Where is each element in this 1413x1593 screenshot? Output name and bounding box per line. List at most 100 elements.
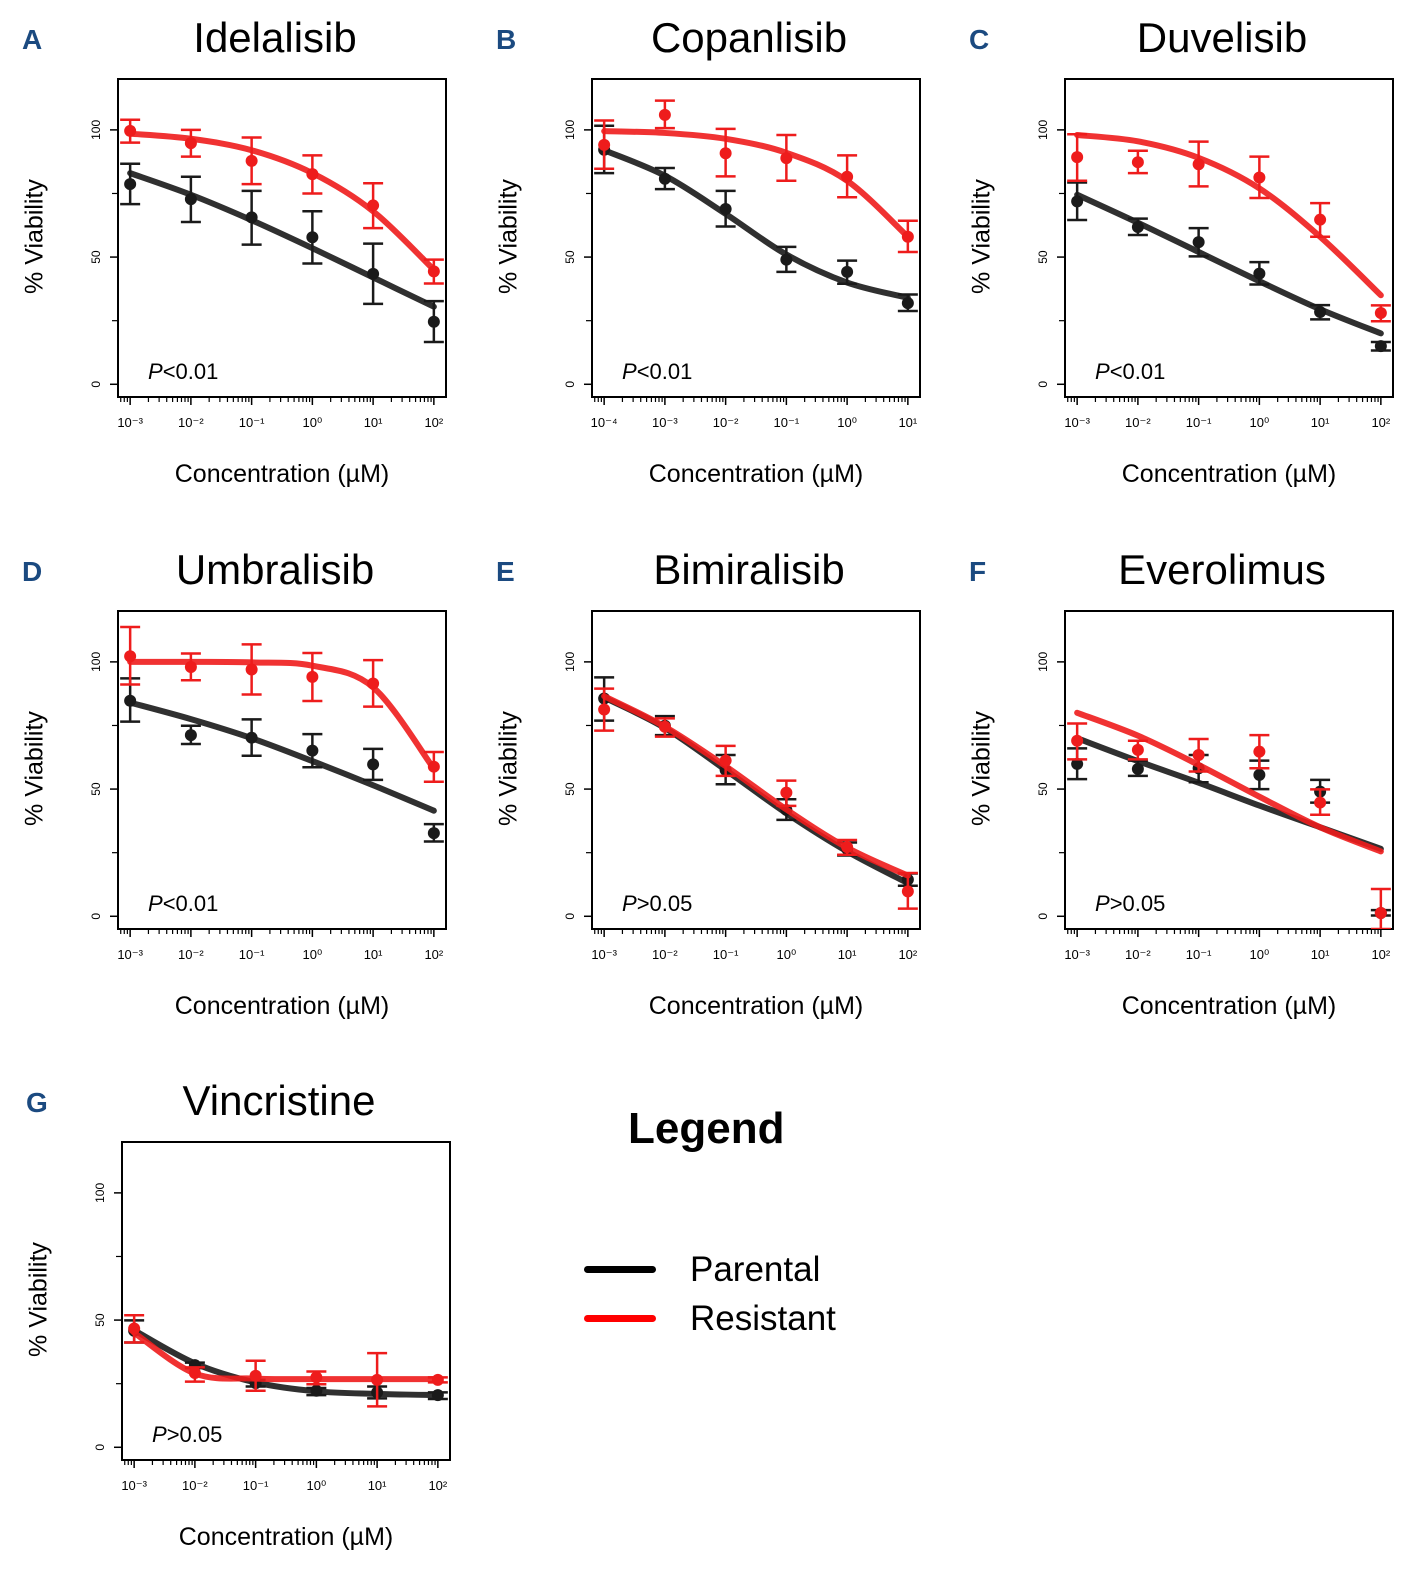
plot-frame (117, 610, 447, 930)
x-tick-label: 10¹ (364, 947, 383, 962)
series-parental (120, 162, 444, 344)
y-tick-label: 100 (563, 120, 577, 140)
series-parental (1067, 181, 1391, 353)
p-value-text: <0.01 (163, 891, 219, 916)
y-tick-label: 0 (1036, 913, 1050, 920)
panel-title: Duvelisib (1136, 14, 1308, 61)
panel-d: 0 50 100 10⁻³ 10⁻² 10⁻¹ 10⁰ 10¹ 10² P<0.01 D Umbr… (0, 532, 470, 1062)
data-point (184, 193, 197, 206)
y-axis-label: % Viability (24, 1242, 53, 1357)
data-point (1071, 151, 1084, 164)
data-point (367, 267, 380, 280)
data-point (124, 650, 137, 663)
x-axis-label: Concentration (µM) (1121, 992, 1337, 1020)
x-tick-label: 10¹ (368, 1478, 387, 1493)
data-point (245, 731, 258, 744)
data-point (658, 720, 671, 733)
data-point (1192, 748, 1205, 761)
plot-svg: 0 50 100 10⁻³ 10⁻² 10⁻¹ 10⁰ 10¹ 10² P>0.05 (1036, 610, 1394, 962)
y-axis: 0 50 100 (1036, 120, 1065, 388)
plot-svg: 0 50 100 10⁻⁴ 10⁻³ 10⁻² 10⁻¹ 10⁰ 10¹ P<0.01 (563, 78, 921, 430)
panel-letter: B (496, 24, 517, 55)
data-point (1131, 762, 1144, 775)
y-tick-label: 0 (89, 381, 103, 388)
p-value-symbol: P (622, 359, 637, 384)
panel-a: 0 50 100 10⁻³ 10⁻² 10⁻¹ 10⁰ 10¹ 10² P<0.01 A Idel… (0, 0, 470, 530)
p-value-text: <0.01 (637, 359, 693, 384)
y-tick-label: 50 (93, 1313, 107, 1327)
x-axis: 10⁻³ 10⁻² 10⁻¹ 10⁰ 10¹ 10² (1064, 929, 1391, 962)
data-point (306, 670, 319, 683)
panel-letter: A (22, 24, 43, 55)
plot-svg: 0 50 100 10⁻³ 10⁻² 10⁻¹ 10⁰ 10¹ 10² P>0.05 (93, 1141, 451, 1493)
y-axis-label: % Viability (967, 711, 996, 826)
data-point (1192, 158, 1205, 171)
plot-frame (121, 1141, 451, 1461)
data-point (371, 1373, 384, 1386)
panel-letter: E (496, 556, 515, 587)
x-axis: 10⁻³ 10⁻² 10⁻¹ 10⁰ 10¹ 10² (117, 929, 444, 962)
plot-svg: 0 50 100 10⁻³ 10⁻² 10⁻¹ 10⁰ 10¹ 10² P<0.01 (89, 610, 447, 962)
p-value-annotation: P<0.01 (1095, 359, 1165, 384)
panel-e: 0 50 100 10⁻³ 10⁻² 10⁻¹ 10⁰ 10¹ 10² P>0.05 E Bimi… (474, 532, 944, 1062)
data-point (367, 199, 380, 212)
data-point (1131, 156, 1144, 169)
x-axis-label: Concentration (µM) (178, 1523, 394, 1551)
data-point (1314, 213, 1327, 226)
x-tick-label: 10⁻³ (117, 415, 143, 430)
legend-swatch-parental (584, 1266, 656, 1273)
x-tick-label: 10⁰ (307, 1478, 327, 1493)
y-axis-label: % Viability (967, 179, 996, 294)
legend: Legend Parental Resistant (580, 1100, 900, 1360)
panel-c: 0 50 100 10⁻³ 10⁻² 10⁻¹ 10⁰ 10¹ 10² P<0.01 C Duve… (947, 0, 1413, 530)
data-point (719, 202, 732, 215)
x-axis: 10⁻⁴ 10⁻³ 10⁻² 10⁻¹ 10⁰ 10¹ (591, 397, 918, 430)
series-resistant (594, 99, 918, 254)
series-parental (594, 124, 918, 313)
x-axis-label: Concentration (µM) (648, 460, 864, 488)
data-point (124, 178, 137, 191)
fit-curve (1074, 191, 1384, 337)
x-tick-label: 10⁰ (303, 947, 323, 962)
data-point (184, 660, 197, 673)
panel-letter: C (969, 24, 990, 55)
p-value-annotation: P>0.05 (622, 891, 692, 916)
p-value-text: <0.01 (1110, 359, 1166, 384)
fit-curve (601, 693, 911, 879)
plot-frame (1064, 610, 1394, 930)
x-tick-label: 10⁰ (837, 415, 857, 430)
data-point (841, 265, 854, 278)
p-value-text: >0.05 (637, 891, 693, 916)
fit-curve (127, 699, 437, 814)
y-axis: 0 50 100 (563, 652, 592, 920)
data-point (427, 827, 440, 840)
plot-svg: 0 50 100 10⁻³ 10⁻² 10⁻¹ 10⁰ 10¹ 10² P>0.05 (563, 610, 921, 962)
data-point (367, 758, 380, 771)
data-point (1374, 340, 1387, 353)
x-tick-label: 10⁻¹ (774, 415, 800, 430)
panel-title: Umbralisib (175, 546, 375, 593)
data-point (124, 694, 137, 707)
y-tick-label: 50 (563, 782, 577, 796)
x-axis: 10⁻³ 10⁻² 10⁻¹ 10⁰ 10¹ 10² (1064, 397, 1391, 430)
series-resistant (1067, 709, 1391, 929)
x-tick-label: 10² (1371, 415, 1390, 430)
data-point (249, 1369, 262, 1382)
data-point (901, 885, 914, 898)
data-point (1131, 743, 1144, 756)
data-point (306, 231, 319, 244)
x-axis-label: Concentration (µM) (648, 992, 864, 1020)
x-tick-label: 10² (428, 1478, 447, 1493)
x-axis-label: Concentration (µM) (1121, 460, 1337, 488)
p-value-text: <0.01 (163, 359, 219, 384)
x-tick-label: 10⁻¹ (243, 1478, 269, 1493)
data-point (427, 265, 440, 278)
panel-title: Vincristine (182, 1077, 376, 1124)
y-tick-label: 50 (1036, 250, 1050, 264)
data-point (1071, 757, 1084, 770)
x-tick-label: 10⁻² (178, 415, 204, 430)
x-tick-label: 10¹ (838, 947, 857, 962)
data-point (128, 1322, 141, 1335)
data-point (598, 703, 611, 716)
data-point (431, 1389, 444, 1402)
